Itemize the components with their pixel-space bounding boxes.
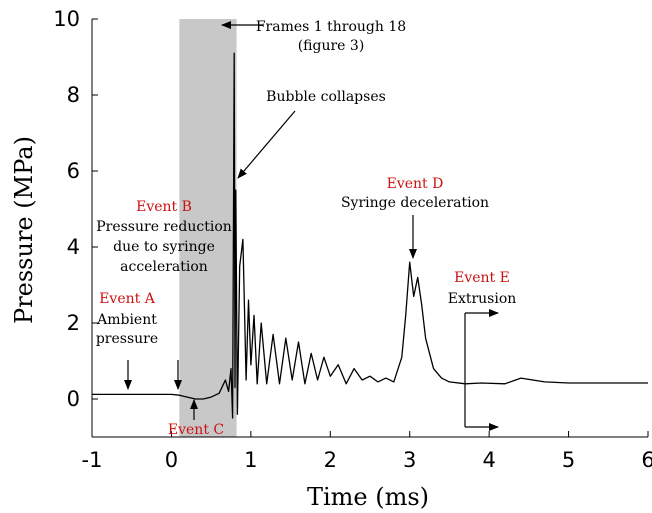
x-tick-label: 2	[324, 448, 337, 472]
event-d-title: Event D	[387, 176, 444, 192]
y-tick-label: 6	[67, 159, 80, 183]
event-c-title: Event C	[168, 422, 224, 438]
shaded-region-frames	[179, 19, 237, 437]
y-axis-label: Pressure (MPa)	[10, 136, 38, 324]
y-tick-label: 8	[67, 83, 80, 107]
series-layer	[91, 52, 649, 419]
series-line-0	[92, 52, 648, 419]
event-e-text-line1: Extrusion	[448, 291, 517, 307]
y-tick-label: 4	[67, 235, 80, 259]
y-tick-label: 10	[53, 7, 80, 31]
event-b-text-line1: Pressure reduction	[96, 219, 232, 235]
x-tick-label: 6	[641, 448, 652, 472]
x-tick-label: 3	[403, 448, 416, 472]
x-tick-label: 4	[482, 448, 495, 472]
event-e-title: Event E	[454, 270, 510, 286]
y-tick-label: 0	[67, 387, 80, 411]
ticks-layer: -1 0 1 2 3 4 5 6 0 2 4 6 8 10	[53, 7, 652, 472]
shaded-region-layer	[179, 19, 237, 437]
annotation-frames-line2: (figure 3)	[298, 38, 365, 54]
event-b-title: Event B	[136, 199, 192, 215]
x-tick-label: 0	[165, 448, 178, 472]
x-tick-label: -1	[82, 448, 103, 472]
event-d-text-line1: Syringe deceleration	[341, 195, 489, 211]
event-b-text-line2: due to syringe	[113, 239, 215, 255]
event-a-text-line1: Ambient	[96, 312, 157, 328]
bubble-collapses-arrow	[237, 110, 296, 179]
x-tick-label: 5	[562, 448, 575, 472]
event-a-title: Event A	[99, 291, 156, 307]
annotation-frames-line1: Frames 1 through 18	[256, 19, 406, 35]
annotation-bubble-collapses: Bubble collapses	[266, 89, 386, 105]
plot-area: -1 0 1 2 3 4 5 6 0 2 4 6 8 10	[53, 7, 652, 472]
x-tick-label: 1	[244, 448, 257, 472]
axes-layer	[91, 19, 648, 438]
event-b-text-line3: acceleration	[120, 259, 208, 275]
x-axis-label: Time (ms)	[307, 483, 429, 511]
event-a-text-line2: pressure	[96, 331, 158, 347]
y-tick-label: 2	[67, 311, 80, 335]
annotations: Frames 1 through 18 (figure 3) Bubble co…	[96, 19, 516, 438]
